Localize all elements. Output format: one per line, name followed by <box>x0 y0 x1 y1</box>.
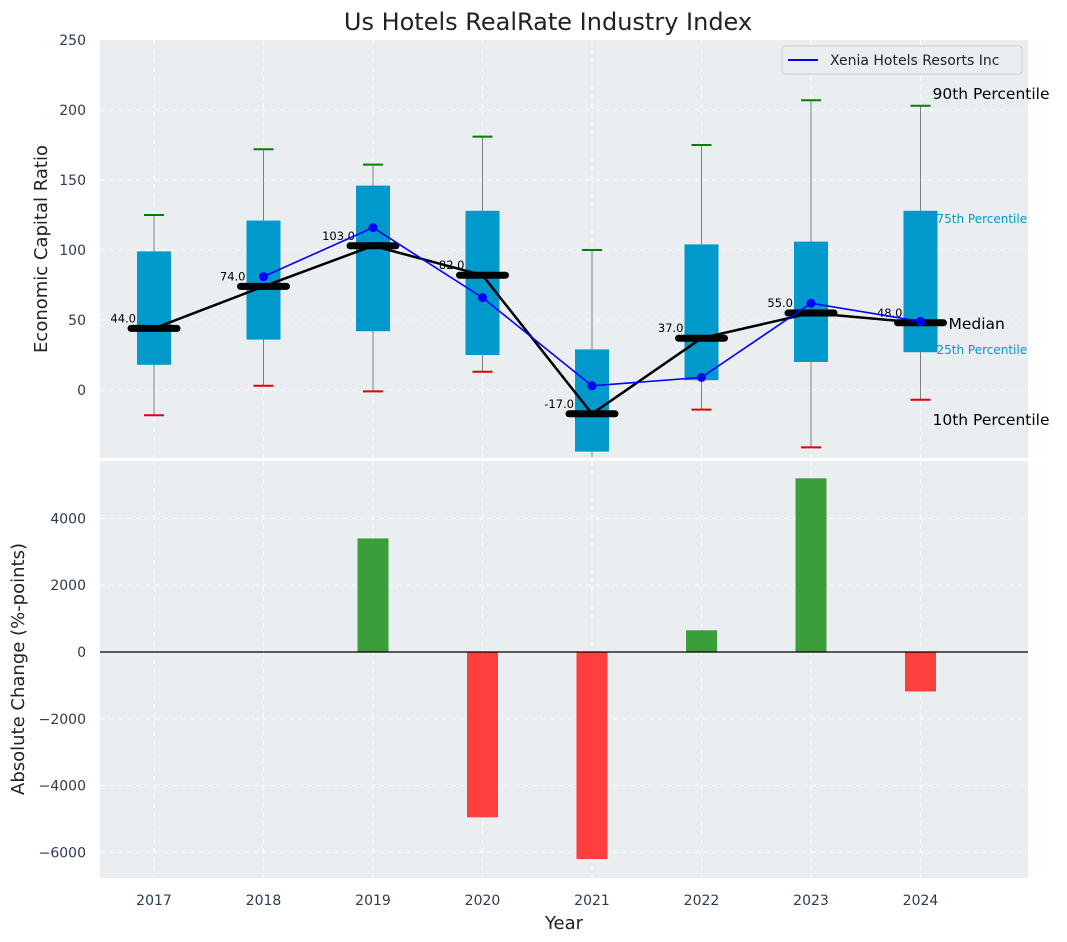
bottom-y-tick-label: 2000 <box>50 578 86 594</box>
median-value-label: 37.0 <box>658 321 684 335</box>
company-point <box>259 272 268 282</box>
x-tick-label: 2021 <box>574 893 610 909</box>
median-value-label: 44.0 <box>110 311 136 325</box>
bottom-y-axis-label: Absolute Change (%-points) <box>8 543 29 795</box>
top-y-tick-label: 150 <box>59 173 86 189</box>
x-tick-label: 2019 <box>355 893 391 909</box>
change-bar <box>686 630 717 652</box>
legend-frame <box>781 45 1023 75</box>
top-y-tick-label: 100 <box>59 243 86 259</box>
legend: Xenia Hotels Resorts Inc <box>781 45 1023 75</box>
company-point <box>806 298 816 308</box>
iqr-box <box>465 210 500 355</box>
legend-label: Xenia Hotels Resorts Inc <box>830 53 999 69</box>
x-axis-ticks: 2017 2018 2019 2020 2021 2022 2023 2024 <box>136 893 938 909</box>
bottom-panel-background <box>100 461 1028 878</box>
x-tick-label: 2017 <box>136 893 172 909</box>
x-tick-label: 2024 <box>903 893 939 909</box>
iqr-box <box>903 210 938 353</box>
top-y-tick-label: 250 <box>59 33 86 49</box>
bottom-y-tick-label: −2000 <box>39 712 86 728</box>
median-value-label: 82.0 <box>439 258 465 272</box>
change-bar <box>905 652 936 692</box>
median-value-label: 55.0 <box>767 296 793 310</box>
bottom-y-tick-label: 4000 <box>50 511 86 527</box>
bottom-panel-y-ticks: −6000 −4000 −2000 0 2000 4000 <box>39 511 86 861</box>
company-point <box>587 381 597 391</box>
iqr-box <box>137 251 171 365</box>
company-point <box>478 293 487 303</box>
change-bar <box>795 478 827 652</box>
x-tick-label: 2022 <box>684 893 720 909</box>
iqr-box <box>356 185 390 332</box>
p75-annotation: 75th Percentile <box>937 212 1028 226</box>
top-y-tick-label: 50 <box>68 313 86 329</box>
change-bar <box>467 652 498 818</box>
median-line <box>153 244 921 416</box>
bottom-y-tick-label: 0 <box>77 645 86 661</box>
top-y-tick-label: 200 <box>59 103 86 119</box>
chart-title: Us Hotels RealRate Industry Index <box>344 8 752 36</box>
median-annotation: Median <box>949 315 1005 333</box>
top-y-tick-label: 0 <box>77 383 86 399</box>
median-value-label: 74.0 <box>220 269 246 283</box>
change-bar <box>357 538 389 652</box>
p10-annotation: 10th Percentile <box>933 411 1050 429</box>
company-point <box>368 223 378 233</box>
company-point <box>916 316 925 326</box>
x-tick-label: 2018 <box>246 893 282 909</box>
p25-annotation: 25th Percentile <box>937 343 1028 357</box>
company-point <box>697 372 706 382</box>
bar-series <box>100 478 1028 860</box>
median-value-label: 48.0 <box>877 306 903 320</box>
box-plot-series: 44.0 74.0 103.0 82.0 -17.0 37.0 55.0 48.0 90th P… <box>110 85 1050 457</box>
top-panel-background <box>100 40 1028 458</box>
median-value-label: -17.0 <box>544 397 574 411</box>
bottom-y-tick-label: −4000 <box>39 779 86 795</box>
top-panel-y-ticks: 0 50 100 150 200 250 <box>59 33 86 399</box>
x-tick-label: 2023 <box>793 893 829 909</box>
x-axis-label: Year <box>544 913 584 934</box>
top-y-axis-label: Economic Capital Ratio <box>31 145 52 353</box>
p90-annotation: 90th Percentile <box>933 85 1050 103</box>
change-bar <box>576 652 608 860</box>
median-value-label: 103.0 <box>322 229 355 243</box>
iqr-box <box>684 244 719 381</box>
x-tick-label: 2020 <box>465 893 501 909</box>
bottom-y-tick-label: −6000 <box>39 845 86 861</box>
